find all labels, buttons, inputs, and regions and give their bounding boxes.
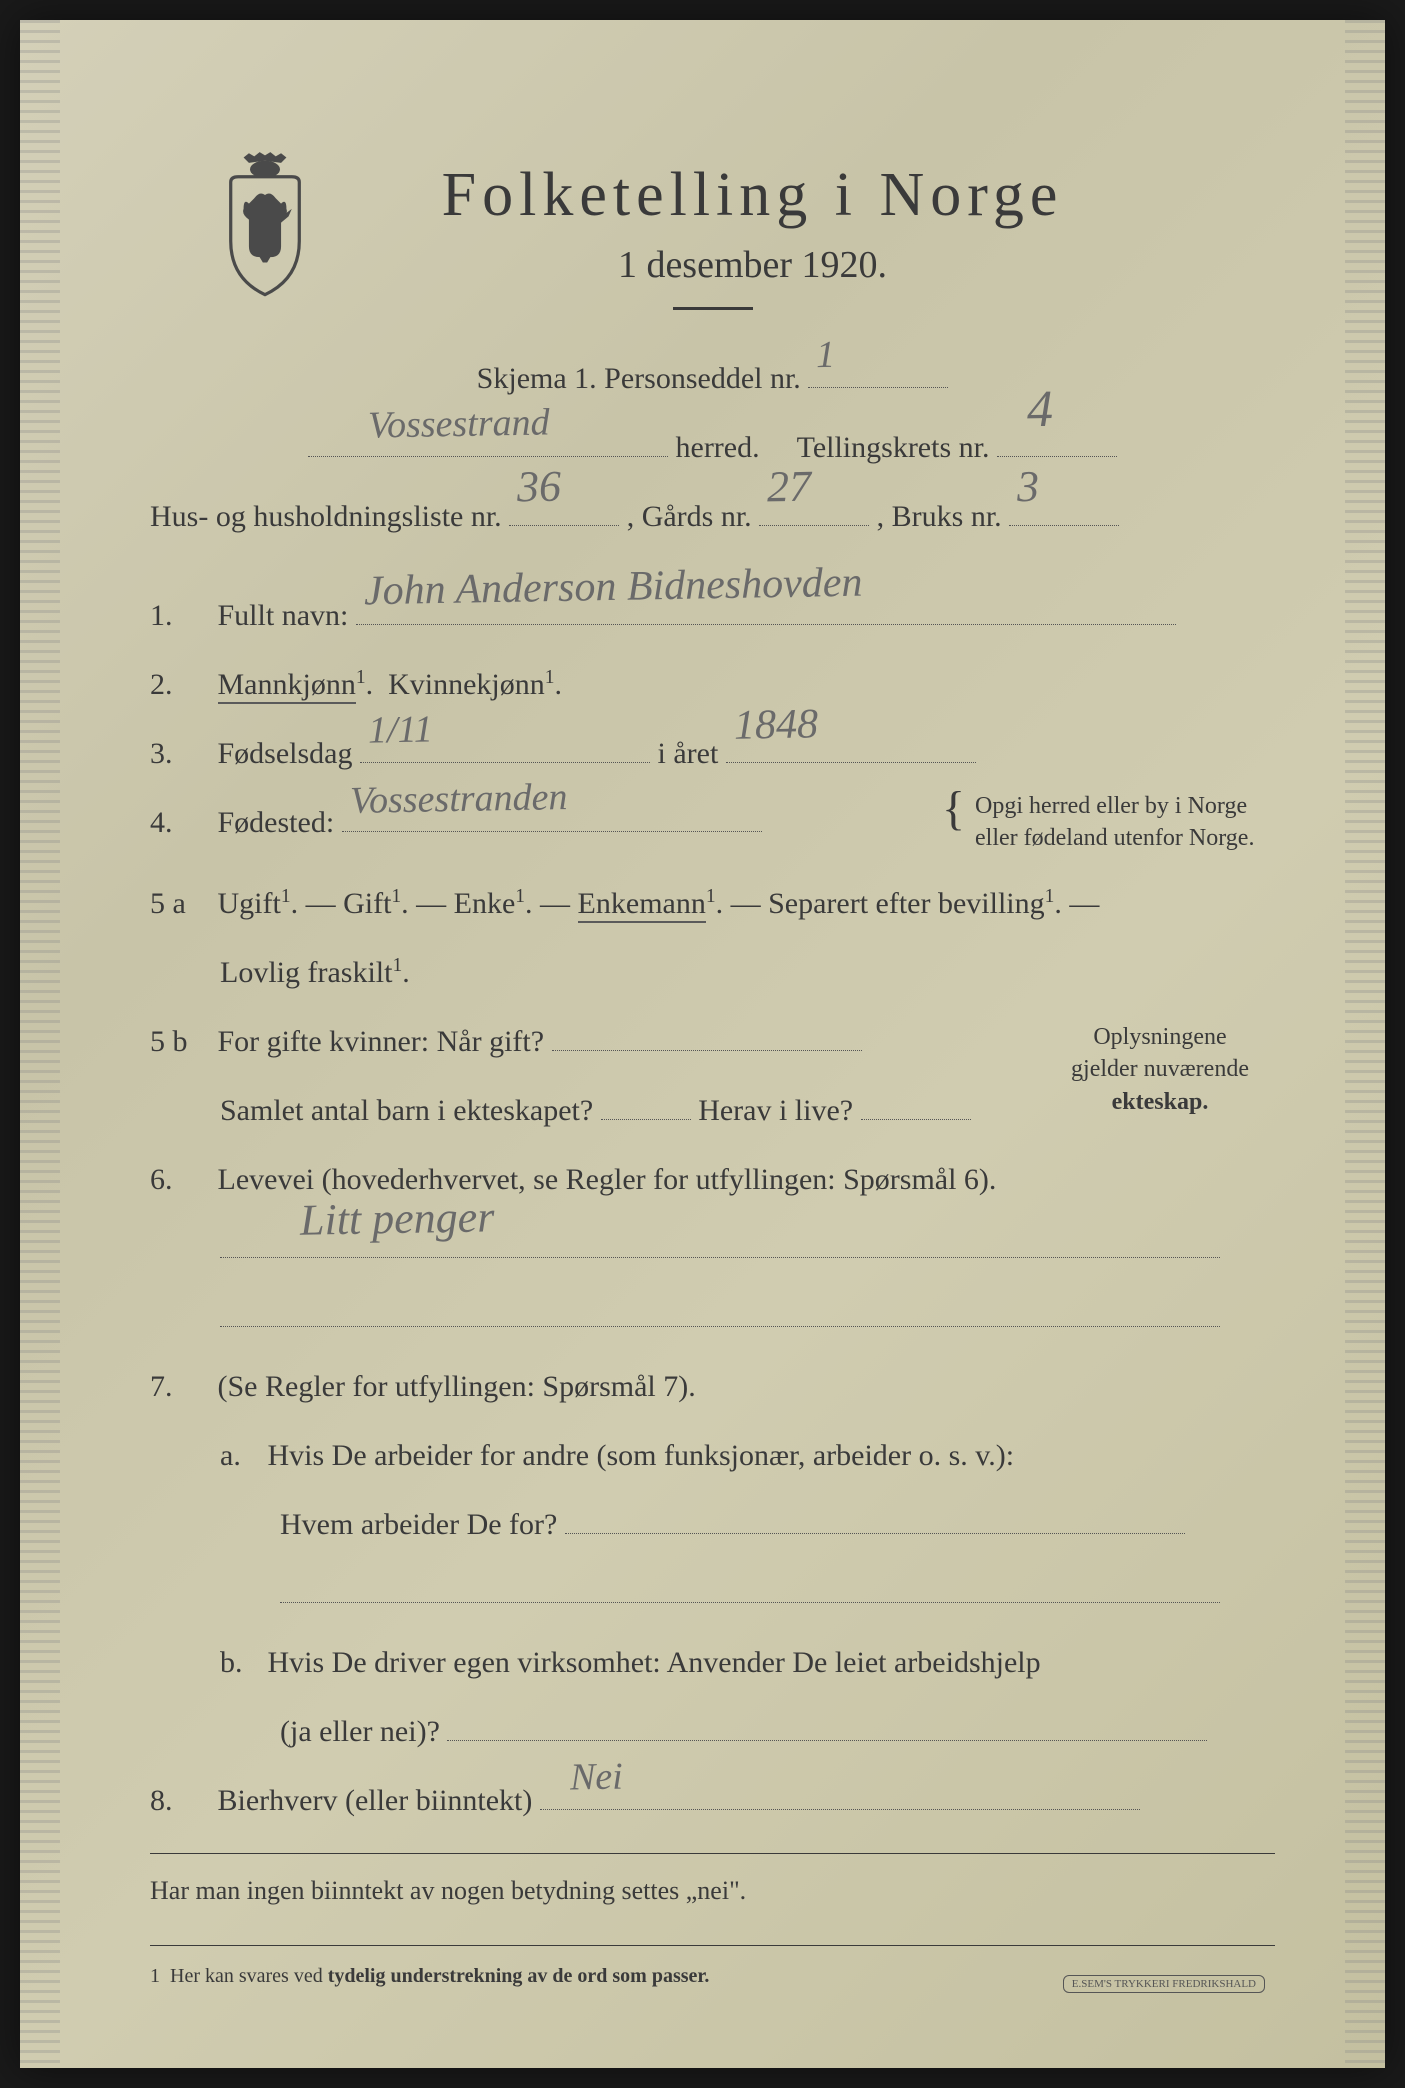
- q7a-l1: Hvis De arbeider for andre (som funksjon…: [268, 1439, 1015, 1472]
- q7b-l1: Hvis De driver egen virksomhet: Anvender…: [268, 1646, 1041, 1679]
- q7-num: 7.: [150, 1358, 210, 1415]
- divider: [673, 307, 753, 310]
- meta-line-2: Vossestrand herred. Tellingskrets nr. 4: [150, 419, 1275, 476]
- q8-label: Bierhverv (eller biinntekt): [218, 1784, 533, 1817]
- brace-icon: {: [942, 792, 965, 826]
- q5a-opt-2: Enke: [454, 887, 516, 920]
- q5a-opt-0: Ugift: [218, 887, 281, 920]
- tellingskrets-label: Tellingskrets nr.: [797, 431, 990, 464]
- q7b-num: b.: [220, 1634, 260, 1691]
- q5b-line2: Samlet antal barn i ekteskapet? Herav i …: [220, 1082, 1275, 1139]
- q7b-l2: (ja eller nei)?: [280, 1715, 440, 1748]
- q1-line: 1. Fullt navn: John Anderson Bidneshovde…: [150, 587, 1275, 644]
- q4-sidenote: Opgi herred eller by i Norge eller fødel…: [975, 790, 1275, 855]
- footer-note1: Har man ingen biinntekt av nogen betydni…: [150, 1866, 1275, 1915]
- q3-value1: 1/11: [367, 693, 433, 766]
- q5b-l2b: Herav i live?: [698, 1094, 853, 1127]
- q5a-line2: Lovlig fraskilt1.: [220, 944, 1275, 1001]
- q5a-num: 5 a: [150, 875, 210, 932]
- q2-opt1: Mannkjønn: [218, 668, 356, 704]
- q5b-sidenote-l2: gjelder nuværende: [1045, 1053, 1275, 1085]
- q5b-num: 5 b: [150, 1013, 210, 1070]
- q1-num: 1.: [150, 587, 210, 644]
- q6-num: 6.: [150, 1151, 210, 1208]
- coat-of-arms-icon: [210, 150, 320, 300]
- bruks-label: , Bruks nr.: [877, 500, 1002, 533]
- q7a-line1: a. Hvis De arbeider for andre (som funks…: [220, 1427, 1275, 1484]
- q7-label: (Se Regler for utfyllingen: Spørsmål 7).: [218, 1370, 696, 1403]
- gards-label: , Gårds nr.: [627, 500, 752, 533]
- q7b-line1: b. Hvis De driver egen virksomhet: Anven…: [220, 1634, 1275, 1691]
- q5b-sidenote-l1: Oplysningene: [1045, 1021, 1275, 1053]
- q4-sidenote-l1: Opgi herred eller by i Norge: [975, 790, 1275, 822]
- q5b-line1: 5 b For gifte kvinner: Når gift? Oplysni…: [150, 1013, 1275, 1070]
- q4-value: Vossestranden: [349, 761, 568, 837]
- q3-num: 3.: [150, 725, 210, 782]
- q5b-l2a: Samlet antal barn i ekteskapet?: [220, 1094, 593, 1127]
- q7a-num: a.: [220, 1427, 260, 1484]
- q3-label2: i året: [658, 737, 719, 770]
- herred-label: herred.: [676, 431, 760, 464]
- q8-line: 8. Bierhverv (eller biinntekt) Nei: [150, 1772, 1275, 1829]
- printer-mark: E.SEM'S TRYKKERI FREDRIKSHALD: [1063, 1975, 1265, 1993]
- footnote-text-bold: tydelig understrekning av de ord som pas…: [328, 1965, 710, 1987]
- q3-label1: Fødselsdag: [218, 737, 353, 770]
- q7a-line2: Hvem arbeider De for?: [280, 1496, 1275, 1553]
- husliste-nr-value: 36: [516, 445, 561, 529]
- q1-label: Fullt navn:: [218, 599, 349, 632]
- form-body: Skjema 1. Personseddel nr. 1 Vossestrand…: [150, 350, 1275, 1996]
- q4-label: Fødested:: [218, 806, 335, 839]
- q2-line: 2. Mannkjønn1. Kvinnekjønn1.: [150, 656, 1275, 713]
- q4-num: 4.: [150, 794, 210, 851]
- q5a-cont: Lovlig fraskilt: [220, 956, 392, 989]
- q6-line3: [220, 1289, 1275, 1346]
- header: Folketelling i Norge 1 desember 1920.: [150, 160, 1275, 310]
- separator: [150, 1853, 1275, 1854]
- q4-sidenote-l2: eller fødeland utenfor Norge.: [975, 822, 1275, 854]
- q5a-opt-4: Separert efter bevilling: [768, 887, 1045, 920]
- q6-value: Litt penger: [299, 1176, 495, 1263]
- q4-line: 4. Fødested: Vossestranden { Opgi herred…: [150, 794, 1275, 851]
- page-title: Folketelling i Norge: [230, 160, 1275, 231]
- gards-nr-value: 27: [766, 445, 811, 529]
- q7-line: 7. (Se Regler for utfyllingen: Spørsmål …: [150, 1358, 1275, 1415]
- q5a-line1: 5 a Ugift1. — Gift1. — Enke1. — Enkemann…: [150, 875, 1275, 932]
- q7a-l2: Hvem arbeider De for?: [280, 1508, 557, 1541]
- personseddel-nr-value: 1: [816, 319, 836, 392]
- census-form-page: Folketelling i Norge 1 desember 1920. Sk…: [20, 20, 1385, 2068]
- footnote-text-prefix: Her kan svares ved: [170, 1965, 328, 1987]
- meta-line-3: Hus- og husholdningsliste nr. 36 , Gårds…: [150, 488, 1275, 545]
- footnote: 1 Her kan svares ved tydelig understrekn…: [150, 1965, 709, 1987]
- bruks-nr-value: 3: [1016, 445, 1039, 529]
- q2-num: 2.: [150, 656, 210, 713]
- meta-line-1: Skjema 1. Personseddel nr. 1: [150, 350, 1275, 407]
- q5a-opt-1: Gift: [343, 887, 391, 920]
- husliste-label: Hus- og husholdningsliste nr.: [150, 500, 502, 533]
- q7b-line2: (ja eller nei)?: [280, 1703, 1275, 1760]
- q8-num: 8.: [150, 1772, 210, 1829]
- page-subtitle: 1 desember 1920.: [230, 243, 1275, 287]
- q6-line2: Litt penger: [220, 1220, 1275, 1277]
- q3-line: 3. Fødselsdag 1/11 i året 1848: [150, 725, 1275, 782]
- q3-value2: 1848: [733, 685, 818, 766]
- q5b-l1a: For gifte kvinner: Når gift?: [218, 1025, 545, 1058]
- q1-value: John Anderson Bidneshovden: [363, 544, 863, 632]
- q7a-line3: [280, 1565, 1275, 1622]
- q5a-opt-3: Enkemann: [578, 887, 706, 923]
- q8-value: Nei: [569, 1740, 623, 1813]
- footnote-num: 1: [150, 1965, 160, 1987]
